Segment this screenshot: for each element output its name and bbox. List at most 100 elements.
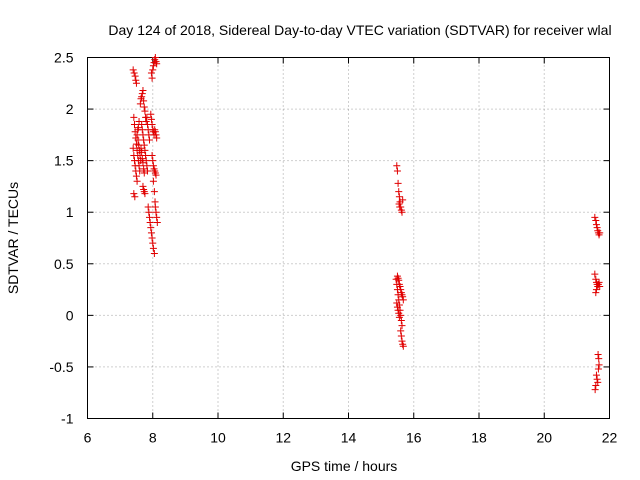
data-point — [595, 355, 603, 363]
data-point — [138, 148, 146, 156]
data-point — [395, 309, 403, 317]
data-point — [140, 169, 148, 177]
data-point — [136, 100, 144, 108]
data-point — [153, 134, 161, 142]
data-point — [138, 155, 146, 163]
data-point — [134, 124, 142, 132]
x-axis-label: GPS time / hours — [291, 458, 398, 474]
data-point — [152, 131, 160, 139]
data-point — [399, 296, 407, 304]
data-point — [393, 167, 401, 175]
data-point — [138, 126, 146, 134]
x-tick-label: 18 — [471, 430, 487, 446]
data-point — [132, 79, 140, 87]
data-point — [145, 208, 153, 216]
data-point — [399, 196, 407, 204]
data-point — [143, 113, 151, 121]
data-point — [398, 322, 406, 330]
data-point — [129, 66, 137, 74]
data-point — [397, 327, 405, 335]
data-point — [149, 244, 157, 252]
x-tick-label: 20 — [536, 430, 552, 446]
series-group-4 — [591, 213, 604, 394]
data-point — [153, 213, 161, 221]
data-point — [145, 136, 153, 144]
data-point — [140, 141, 148, 149]
data-point — [138, 121, 146, 129]
data-point — [149, 177, 157, 185]
data-point — [132, 76, 140, 84]
data-point — [591, 270, 599, 278]
data-point — [131, 193, 139, 201]
data-point — [144, 203, 152, 211]
data-point — [132, 172, 140, 180]
data-point — [147, 69, 155, 77]
data-point — [147, 224, 155, 232]
data-point — [130, 69, 138, 77]
data-point — [395, 313, 403, 321]
data-point — [595, 361, 603, 369]
data-point — [140, 136, 148, 144]
data-point — [143, 162, 151, 170]
series-group-2 — [147, 54, 161, 227]
data-point — [592, 381, 600, 389]
data-point — [151, 203, 159, 211]
chart-title: Day 124 of 2018, Sidereal Day-to-day VTE… — [108, 22, 611, 38]
data-point — [149, 239, 157, 247]
data-point — [148, 121, 156, 129]
y-tick-label: 0.5 — [54, 256, 74, 272]
data-point — [130, 121, 138, 129]
data-point — [395, 200, 403, 208]
data-point — [138, 93, 146, 101]
data-point — [148, 74, 156, 82]
data-point — [130, 151, 138, 159]
data-point — [145, 213, 153, 221]
data-point — [593, 375, 601, 383]
y-tick-label: -0.5 — [49, 359, 73, 375]
data-point — [138, 90, 146, 98]
data-point — [153, 60, 161, 68]
data-point — [150, 188, 158, 196]
data-point — [149, 162, 157, 170]
x-tick-label: 16 — [406, 430, 422, 446]
data-point — [142, 151, 150, 159]
data-point — [149, 157, 157, 165]
y-tick-label: 1 — [66, 204, 74, 220]
y-tick-label: 0 — [66, 307, 74, 323]
data-point — [152, 208, 160, 216]
x-tick-label: 10 — [210, 430, 226, 446]
data-point — [592, 289, 600, 297]
data-point — [591, 213, 599, 221]
data-point — [147, 110, 155, 118]
data-point — [147, 229, 155, 237]
data-point — [594, 351, 602, 359]
data-point — [596, 229, 604, 237]
y-tick-label: -1 — [61, 411, 74, 427]
data-point — [148, 151, 156, 159]
data-point — [393, 299, 401, 307]
data-point — [141, 190, 149, 198]
data-point — [399, 293, 407, 301]
x-tick-label: 6 — [84, 430, 92, 446]
axis-ticks: 6 8 10 12 14 16 18 20 22 -1 -0.5 0 0.5 1 1.5 2 2.5 — [49, 50, 617, 446]
data-point — [133, 177, 141, 185]
data-point — [394, 179, 402, 187]
x-tick-label: 12 — [275, 430, 291, 446]
y-tick-label: 2.5 — [54, 50, 74, 66]
data-point — [150, 249, 158, 257]
data-point — [139, 87, 147, 95]
data-point — [397, 286, 405, 294]
data-point — [148, 234, 156, 242]
data-point — [595, 278, 603, 286]
data-point — [592, 371, 600, 379]
x-tick-label: 8 — [149, 430, 157, 446]
data-point — [399, 342, 407, 350]
data-point — [140, 97, 148, 105]
data-point — [395, 276, 403, 284]
x-tick-label: 22 — [602, 430, 618, 446]
data-point — [140, 103, 148, 111]
data-point — [152, 171, 160, 179]
data-point — [129, 144, 137, 152]
data-point — [592, 216, 600, 224]
